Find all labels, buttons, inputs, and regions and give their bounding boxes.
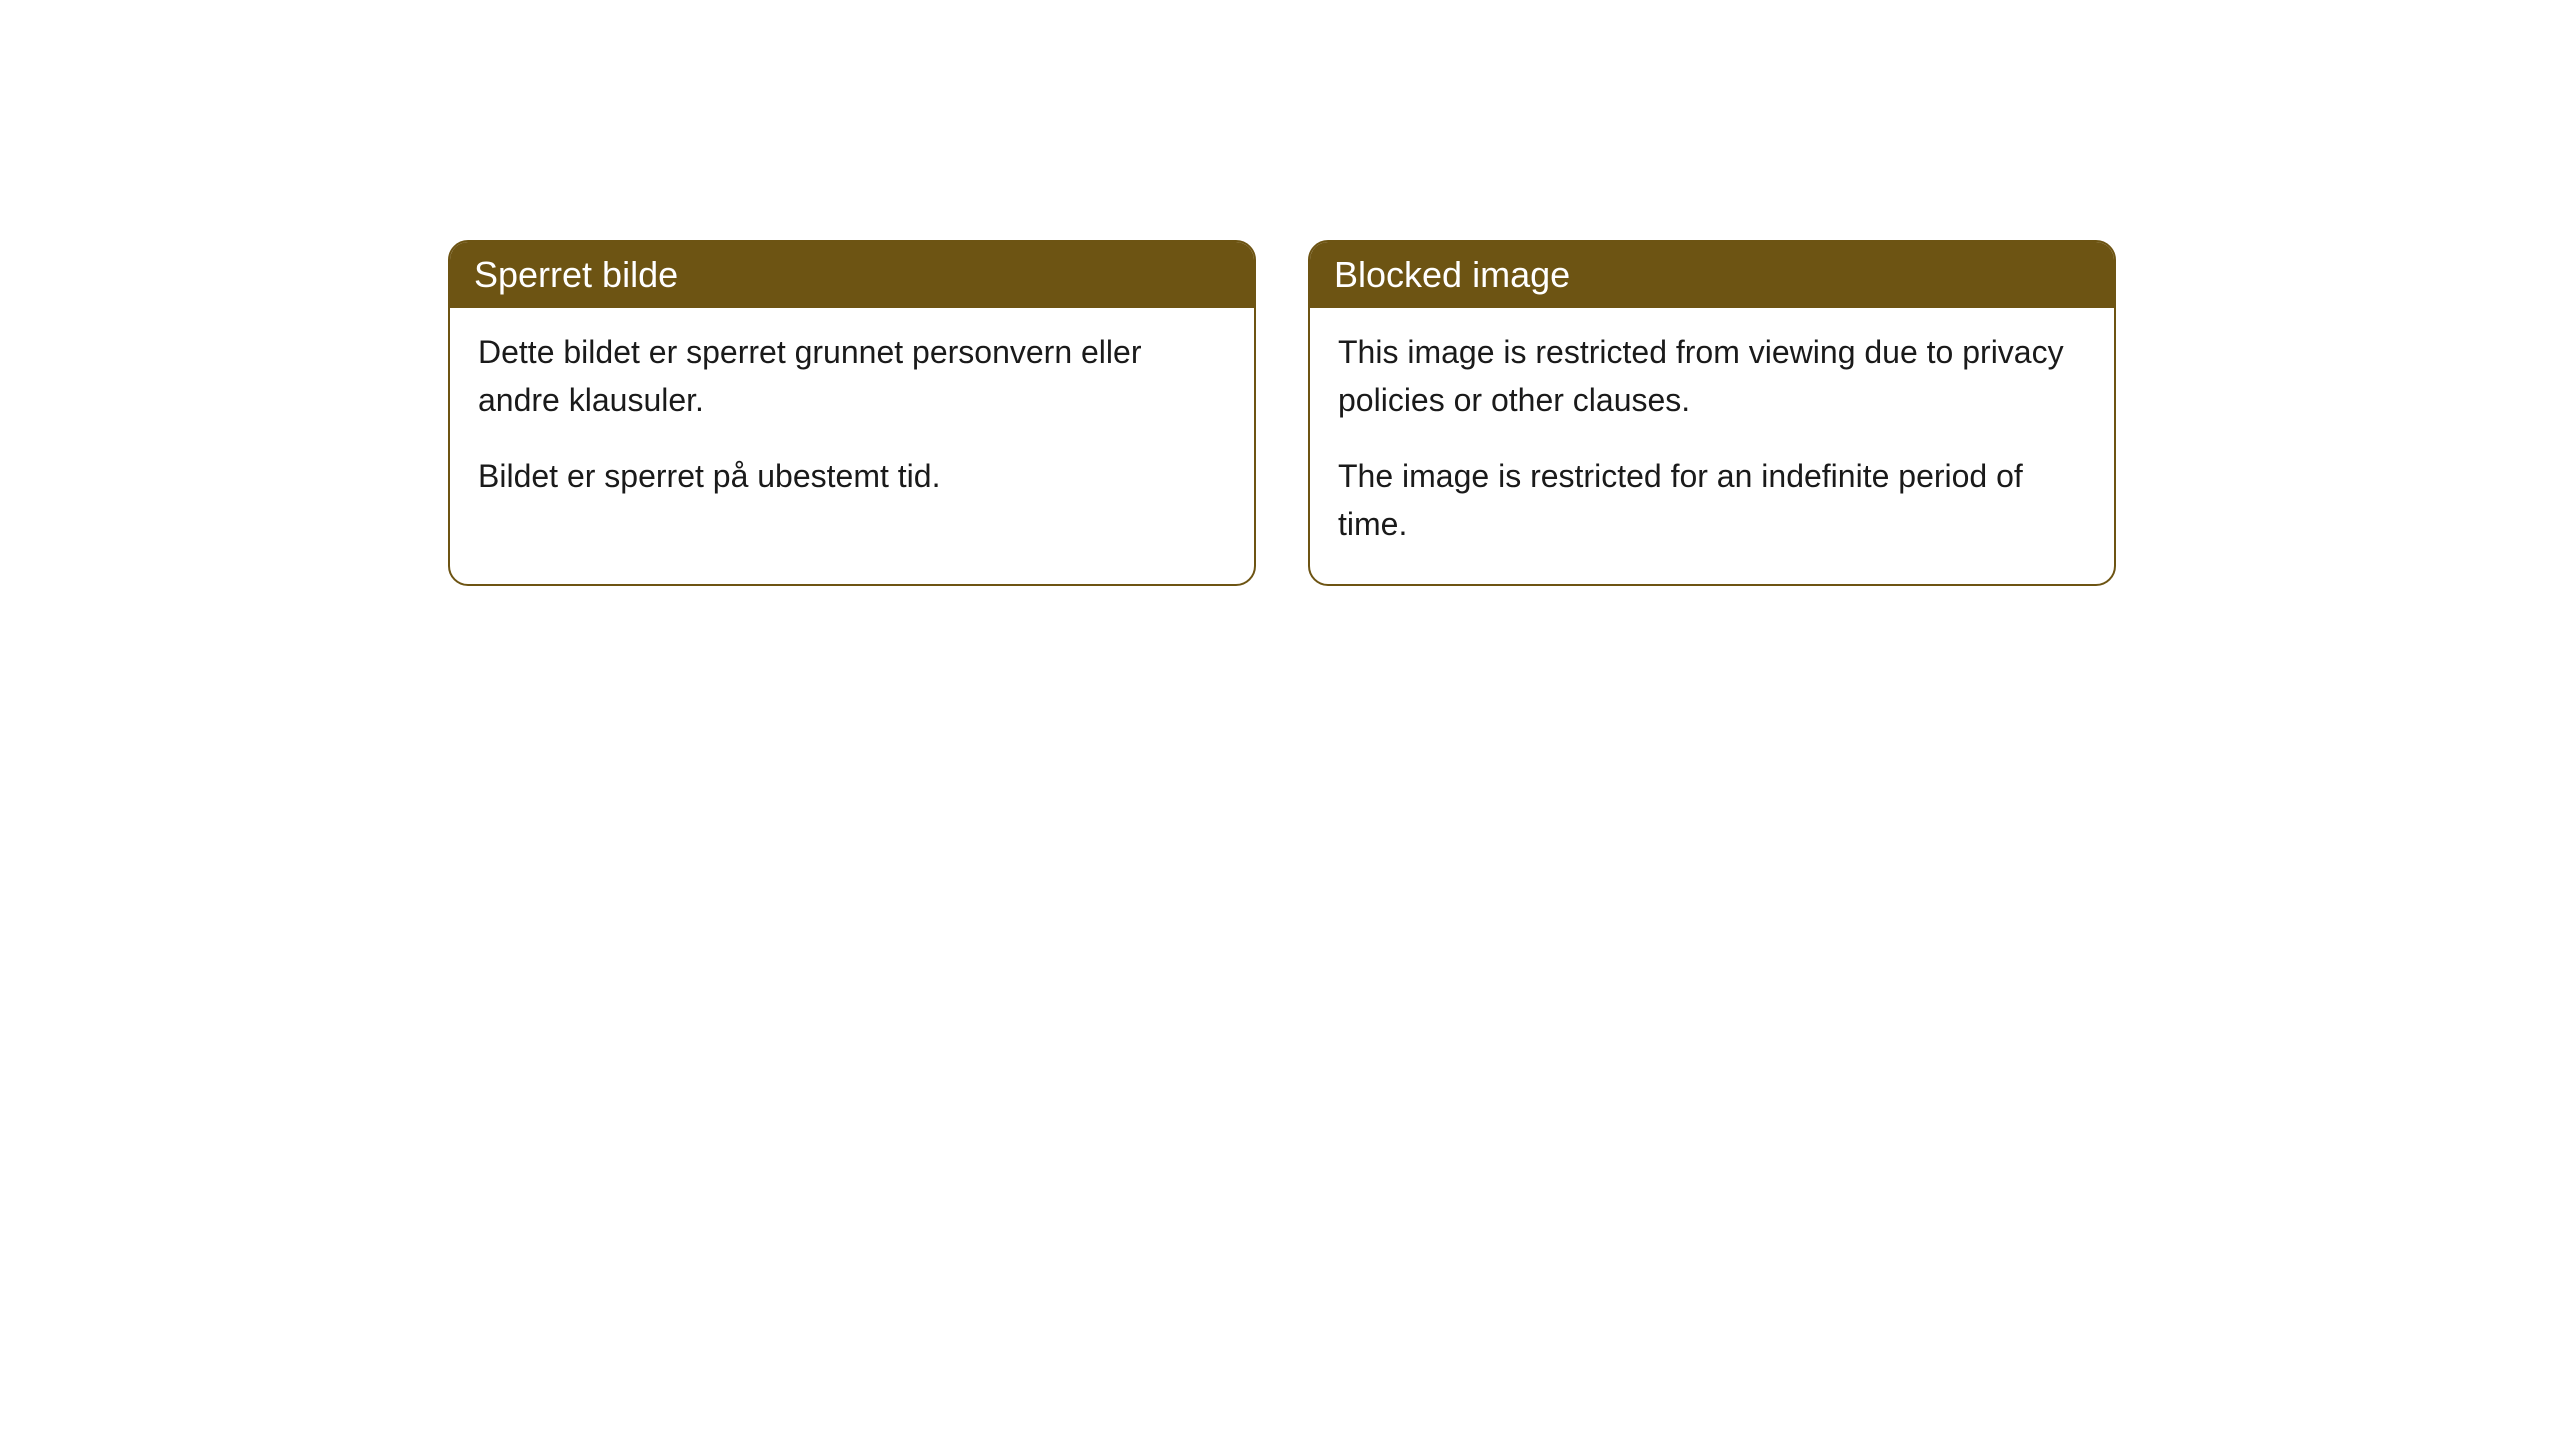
notice-paragraph: Dette bildet er sperret grunnet personve… (478, 328, 1226, 424)
notice-card-english: Blocked image This image is restricted f… (1308, 240, 2116, 586)
notice-header-norwegian: Sperret bilde (450, 242, 1254, 308)
notice-header-english: Blocked image (1310, 242, 2114, 308)
notice-body-english: This image is restricted from viewing du… (1310, 308, 2114, 584)
notice-cards-container: Sperret bilde Dette bildet er sperret gr… (448, 240, 2116, 586)
notice-paragraph: This image is restricted from viewing du… (1338, 328, 2086, 424)
notice-card-norwegian: Sperret bilde Dette bildet er sperret gr… (448, 240, 1256, 586)
notice-paragraph: The image is restricted for an indefinit… (1338, 452, 2086, 548)
notice-paragraph: Bildet er sperret på ubestemt tid. (478, 452, 1226, 500)
notice-body-norwegian: Dette bildet er sperret grunnet personve… (450, 308, 1254, 536)
